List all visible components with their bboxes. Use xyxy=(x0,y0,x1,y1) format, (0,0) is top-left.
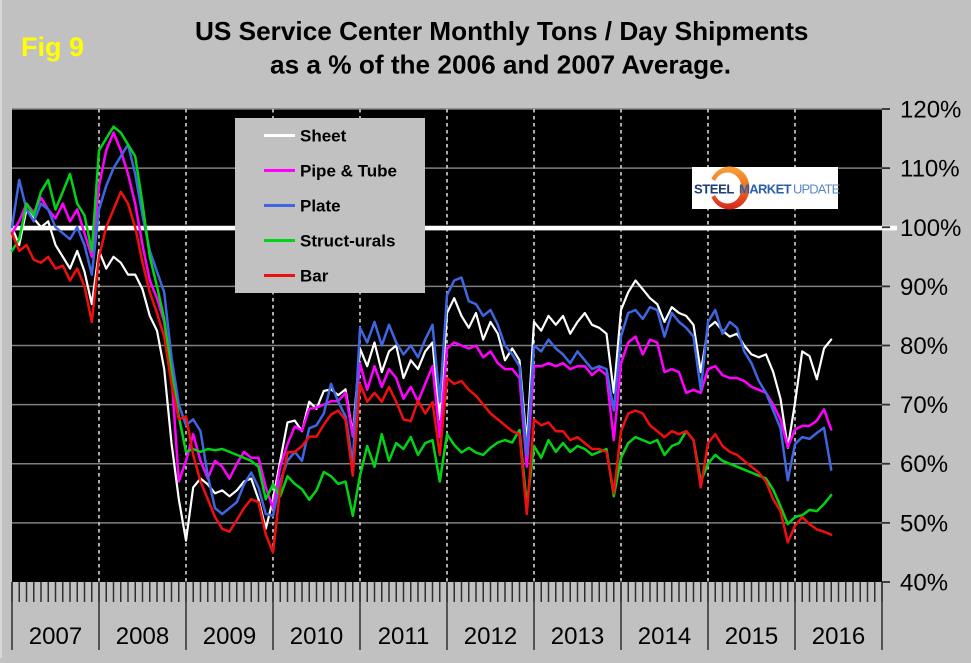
svg-text:50%: 50% xyxy=(900,510,948,537)
svg-text:US Service Center Monthly Tons: US Service Center Monthly Tons / Day Shi… xyxy=(195,16,808,46)
svg-text:2009: 2009 xyxy=(203,623,256,650)
svg-text:2010: 2010 xyxy=(290,623,343,650)
svg-text:2013: 2013 xyxy=(551,623,604,650)
svg-text:120%: 120% xyxy=(900,97,961,124)
svg-text:Struct-urals: Struct-urals xyxy=(300,232,395,251)
svg-text:2007: 2007 xyxy=(29,623,82,650)
svg-text:40%: 40% xyxy=(900,570,948,597)
svg-text:2014: 2014 xyxy=(638,623,691,650)
svg-text:90%: 90% xyxy=(900,274,948,301)
svg-text:MARKET: MARKET xyxy=(739,182,792,197)
svg-text:Fig 9: Fig 9 xyxy=(21,32,84,62)
svg-text:2008: 2008 xyxy=(116,623,169,650)
svg-text:2015: 2015 xyxy=(725,623,778,650)
svg-text:2016: 2016 xyxy=(812,623,865,650)
svg-text:STEEL: STEEL xyxy=(694,182,734,197)
svg-text:2012: 2012 xyxy=(464,623,517,650)
svg-text:2011: 2011 xyxy=(378,623,430,650)
svg-text:70%: 70% xyxy=(900,392,948,419)
svg-text:80%: 80% xyxy=(900,333,948,360)
svg-text:60%: 60% xyxy=(900,451,948,478)
svg-text:100%: 100% xyxy=(900,215,961,242)
svg-text:Pipe & Tube: Pipe & Tube xyxy=(300,162,397,181)
svg-text:UPDATE: UPDATE xyxy=(793,182,841,197)
svg-text:110%: 110% xyxy=(900,156,960,183)
svg-text:Bar: Bar xyxy=(300,267,329,286)
svg-text:Plate: Plate xyxy=(300,197,341,216)
svg-text:Sheet: Sheet xyxy=(300,127,347,146)
svg-text:as a % of the 2006 and 2007 Av: as a % of the 2006 and 2007 Average. xyxy=(270,50,731,80)
